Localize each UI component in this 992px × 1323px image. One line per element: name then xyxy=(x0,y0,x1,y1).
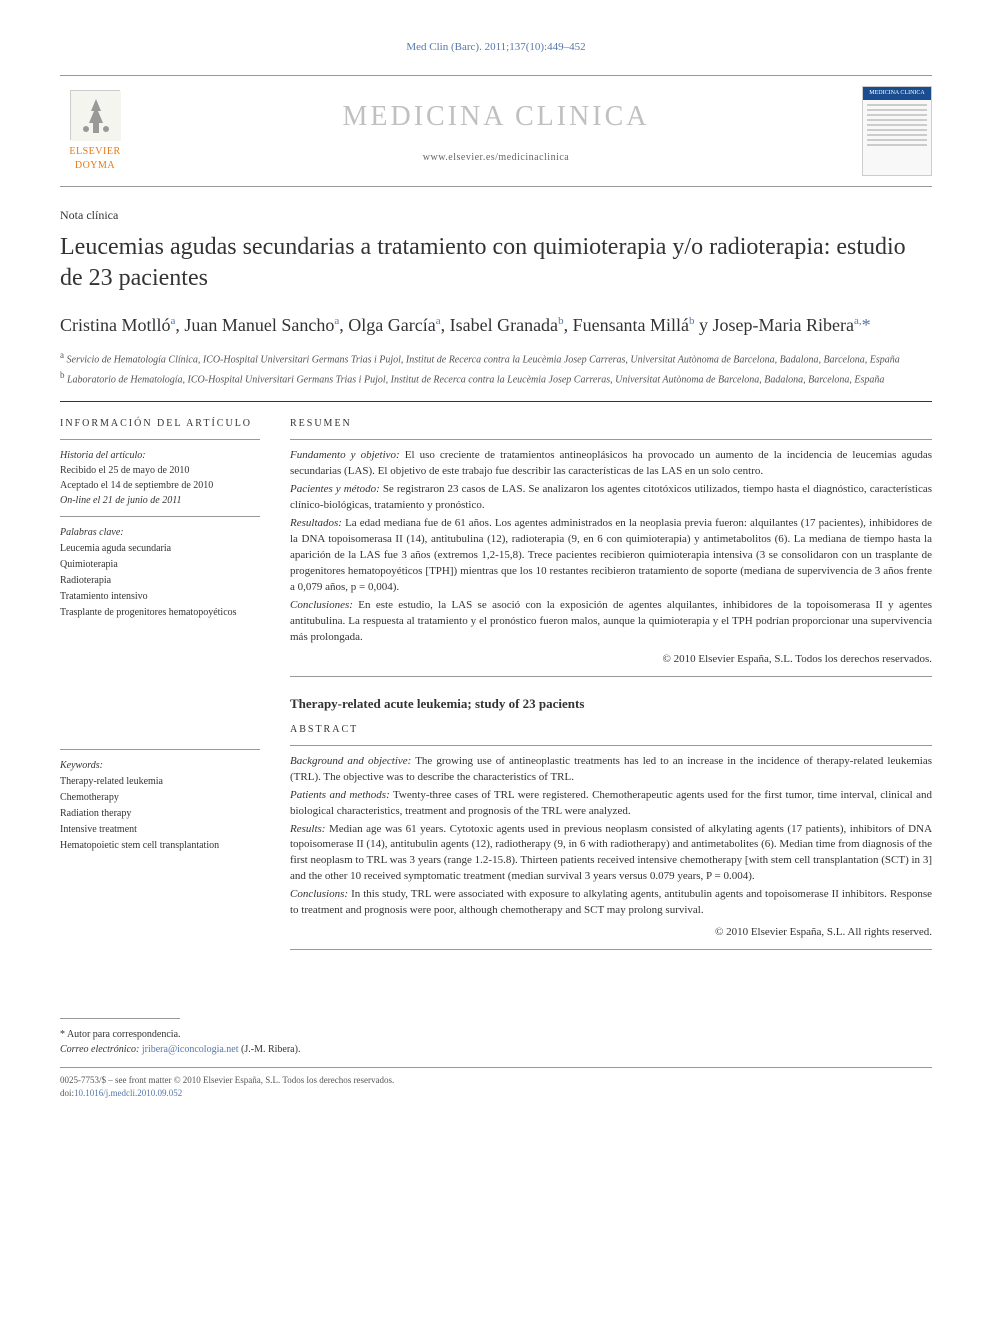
resumen-text: Se registraron 23 casos de LAS. Se anali… xyxy=(290,483,932,511)
cover-thumbnail: MEDICINA CLINICA xyxy=(862,86,932,176)
elsevier-text-bottom: DOYMA xyxy=(60,159,130,173)
keyword: Hematopoietic stem cell transplantation xyxy=(60,838,260,854)
divider xyxy=(60,401,932,402)
elsevier-text-top: ELSEVIER xyxy=(60,145,130,159)
divider xyxy=(60,439,260,440)
footnotes: * Autor para correspondencia. Correo ele… xyxy=(60,1027,932,1057)
resumen-text: La edad mediana fue de 61 años. Los agen… xyxy=(290,517,932,593)
keywords-en: Keywords: Therapy-related leukemia Chemo… xyxy=(60,758,260,854)
divider xyxy=(60,516,260,517)
abstract-label: Patients and methods: xyxy=(290,789,390,801)
info-heading: INFORMACIÓN DEL ARTÍCULO xyxy=(60,417,260,431)
resumen-label: Fundamento y objetivo: xyxy=(290,449,400,461)
abstract-body: Background and objective: The growing us… xyxy=(290,754,932,941)
doi-label: doi: xyxy=(60,1088,74,1098)
keyword: Leucemia aguda secundaria xyxy=(60,541,260,557)
article-title: Leucemias agudas secundarias a tratamien… xyxy=(60,232,932,294)
keywords-es: Palabras clave: Leucemia aguda secundari… xyxy=(60,525,260,621)
history-accepted: Aceptado el 14 de septiembre de 2010 xyxy=(60,478,260,493)
english-title: Therapy-related acute leukemia; study of… xyxy=(290,695,932,713)
keyword: Radioterapia xyxy=(60,573,260,589)
right-column: RESUMEN Fundamento y objetivo: El uso cr… xyxy=(290,417,932,958)
divider xyxy=(60,749,260,750)
keyword: Chemotherapy xyxy=(60,790,260,806)
authors-list: Cristina Motllóa, Juan Manuel Sanchoa, O… xyxy=(60,313,932,338)
keyword: Therapy-related leukemia xyxy=(60,774,260,790)
resumen-label: Resultados: xyxy=(290,517,342,529)
journal-url[interactable]: www.elsevier.es/medicinaclinica xyxy=(130,151,862,165)
resumen-body: Fundamento y objetivo: El uso creciente … xyxy=(290,448,932,667)
divider xyxy=(290,949,932,950)
abstract-text: In this study, TRL were associated with … xyxy=(290,888,932,916)
abstract-heading: ABSTRACT xyxy=(290,723,932,737)
doi-link[interactable]: 10.1016/j.medcli.2010.09.052 xyxy=(74,1088,182,1098)
resumen-label: Conclusiones: xyxy=(290,599,353,611)
resumen-label: Pacientes y método: xyxy=(290,483,380,495)
corresponding-author: * Autor para correspondencia. xyxy=(60,1027,932,1042)
keyword: Trasplante de progenitores hematopoyétic… xyxy=(60,605,260,621)
email-label: Correo electrónico: xyxy=(60,1044,139,1055)
abstract-label: Results: xyxy=(290,823,325,835)
left-column: INFORMACIÓN DEL ARTÍCULO Historia del ar… xyxy=(60,417,260,958)
journal-title: MEDICINA CLINICA xyxy=(130,97,862,136)
history-heading: Historia del artículo: xyxy=(60,448,260,463)
resumen-copyright: © 2010 Elsevier España, S.L. Todos los d… xyxy=(290,652,932,668)
history-received: Recibido el 25 de mayo de 2010 xyxy=(60,463,260,478)
email-author: (J.-M. Ribera). xyxy=(241,1044,300,1055)
journal-title-block: MEDICINA CLINICA www.elsevier.es/medicin… xyxy=(130,97,862,165)
abstract-label: Conclusions: xyxy=(290,888,348,900)
history-online: On-line el 21 de junio de 2011 xyxy=(60,493,260,508)
cover-thumb-title: MEDICINA CLINICA xyxy=(863,87,931,99)
abstract-text: Median age was 61 years. Cytotoxic agent… xyxy=(290,823,932,883)
footnote-divider xyxy=(60,1018,180,1019)
citation-line: Med Clin (Barc). 2011;137(10):449–452 xyxy=(60,40,932,55)
affiliation-a: a Servicio de Hematología Clínica, ICO-H… xyxy=(60,350,932,366)
resumen-text: En este estudio, la LAS se asoció con la… xyxy=(290,599,932,643)
abstract-label: Background and objective: xyxy=(290,755,411,767)
keyword: Intensive treatment xyxy=(60,822,260,838)
keywords-es-heading: Palabras clave: xyxy=(60,525,260,541)
article-history: Historia del artículo: Recibido el 25 de… xyxy=(60,448,260,508)
keyword: Radiation therapy xyxy=(60,806,260,822)
divider xyxy=(290,676,932,677)
elsevier-tree-icon xyxy=(70,90,120,140)
divider xyxy=(290,745,932,746)
divider xyxy=(290,439,932,440)
resumen-heading: RESUMEN xyxy=(290,417,932,431)
masthead: ELSEVIER DOYMA MEDICINA CLINICA www.else… xyxy=(60,75,932,187)
article-type: Nota clínica xyxy=(60,207,932,224)
email-link[interactable]: jribera@iconcologia.net xyxy=(142,1044,239,1055)
abstract-copyright: © 2010 Elsevier España, S.L. All rights … xyxy=(290,925,932,941)
keyword: Tratamiento intensivo xyxy=(60,589,260,605)
keyword: Quimioterapia xyxy=(60,557,260,573)
issn-line: 0025-7753/$ – see front matter © 2010 El… xyxy=(60,1074,932,1087)
elsevier-logo: ELSEVIER DOYMA xyxy=(60,90,130,173)
affiliation-b: b Laboratorio de Hematología, ICO-Hospit… xyxy=(60,370,932,386)
footer-meta: 0025-7753/$ – see front matter © 2010 El… xyxy=(60,1067,932,1099)
keywords-en-heading: Keywords: xyxy=(60,758,260,774)
